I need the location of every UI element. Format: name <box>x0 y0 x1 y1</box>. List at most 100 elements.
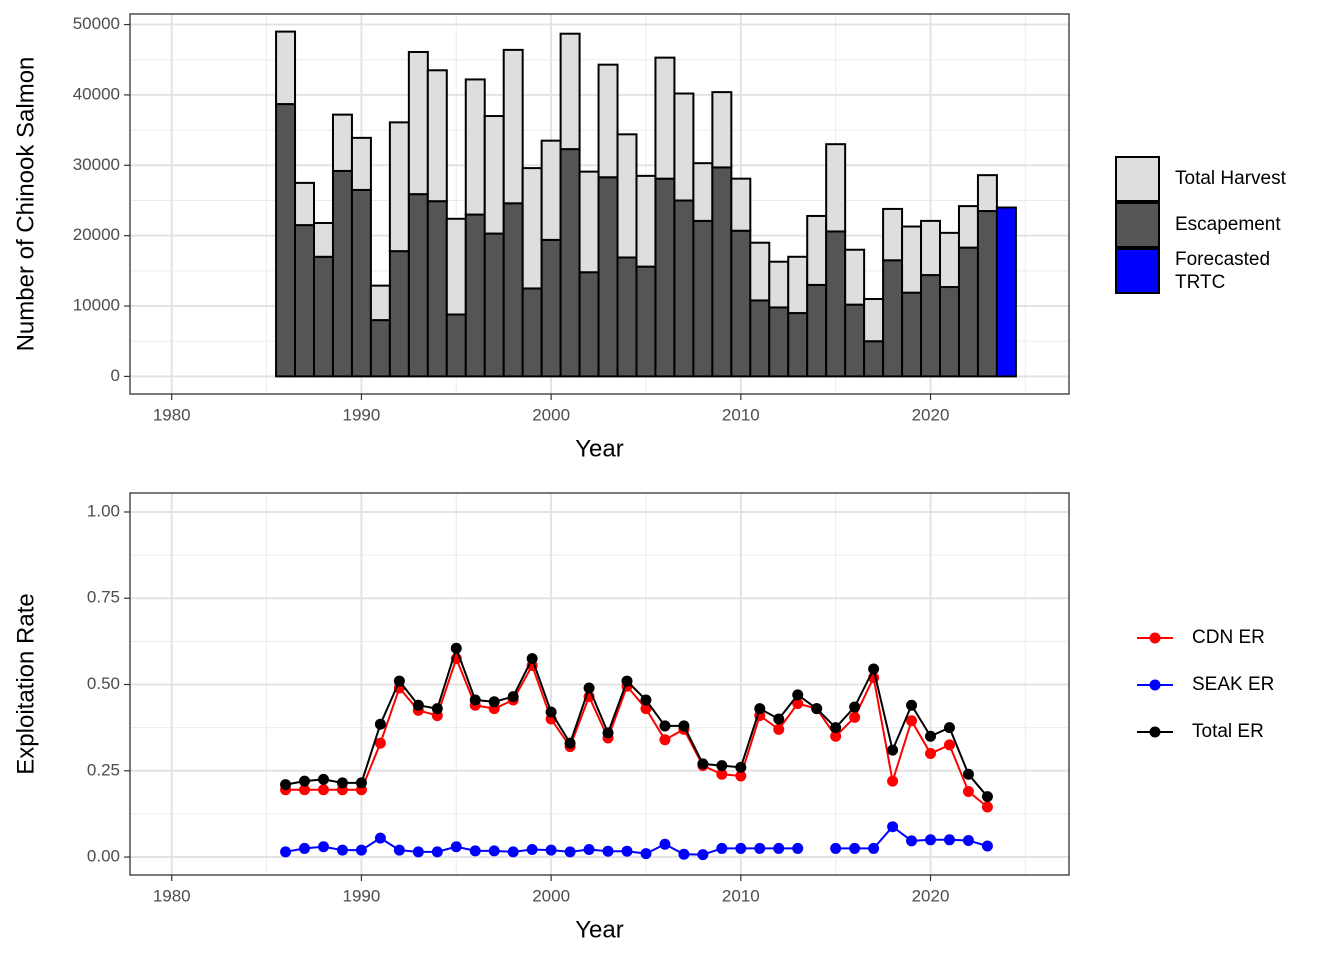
point <box>981 791 993 803</box>
bar <box>882 207 904 262</box>
bar <box>749 299 771 378</box>
bar <box>597 63 619 179</box>
x-tick-label: 1990 <box>343 405 381 424</box>
bar <box>730 177 752 232</box>
point <box>564 737 576 749</box>
legend-key <box>1149 679 1161 691</box>
y-tick-label: 40000 <box>73 84 120 103</box>
bar <box>483 115 505 235</box>
bar <box>901 225 923 294</box>
bar <box>654 177 676 378</box>
bar <box>313 222 334 258</box>
bar <box>711 91 733 169</box>
point <box>374 832 386 844</box>
bar <box>521 287 543 378</box>
bar <box>995 206 1017 378</box>
point <box>925 748 937 760</box>
bar <box>559 32 581 151</box>
point <box>374 718 386 730</box>
legend-label: Total Harvest <box>1175 168 1287 189</box>
bar <box>502 48 524 205</box>
panel-border <box>129 13 1070 395</box>
bar <box>768 306 790 378</box>
point <box>526 653 538 665</box>
x-tick-label: 2020 <box>912 405 950 424</box>
point <box>317 784 329 796</box>
point <box>469 845 481 857</box>
bar <box>597 176 619 378</box>
bar <box>559 148 581 378</box>
legend-key <box>1149 726 1161 738</box>
bar <box>616 133 638 259</box>
bar <box>578 170 600 274</box>
point <box>659 734 671 746</box>
bar <box>844 248 866 306</box>
y-tick-label: 30000 <box>73 155 120 174</box>
x-tick-label: 2000 <box>532 886 570 905</box>
bar <box>957 246 979 378</box>
point <box>355 844 367 856</box>
point <box>280 846 292 858</box>
bar <box>540 139 562 241</box>
point <box>925 834 937 846</box>
point <box>299 775 311 787</box>
point <box>773 713 785 725</box>
bar <box>673 199 695 378</box>
bar <box>635 265 657 378</box>
point <box>716 760 728 772</box>
point <box>962 785 974 797</box>
legend-key <box>1115 156 1160 202</box>
point <box>925 730 937 742</box>
point <box>659 720 671 732</box>
x-tick-label: 1980 <box>153 405 191 424</box>
x-tick-label: 2000 <box>532 405 570 424</box>
bar <box>957 205 979 249</box>
point <box>792 697 804 709</box>
bar <box>616 256 638 378</box>
point <box>735 842 747 854</box>
point <box>773 723 785 735</box>
point <box>640 703 652 715</box>
point <box>374 737 386 749</box>
point <box>906 835 918 847</box>
point <box>659 838 671 850</box>
bar <box>635 174 657 268</box>
legend-label: SEAK ER <box>1192 674 1274 695</box>
point <box>792 842 804 854</box>
bar <box>976 174 998 213</box>
point <box>526 843 538 855</box>
point <box>716 842 728 854</box>
bar <box>825 230 847 378</box>
x-axis-title: Year <box>575 435 624 462</box>
bar <box>464 213 486 378</box>
bar <box>863 298 885 343</box>
point <box>962 834 974 846</box>
point <box>962 768 974 780</box>
bar <box>882 259 904 378</box>
bar <box>749 241 771 302</box>
y-tick-label: 0 <box>111 366 120 385</box>
y-tick-label: 50000 <box>73 14 120 33</box>
point <box>450 841 462 853</box>
bar <box>920 219 942 277</box>
legend-key <box>1115 248 1160 294</box>
point <box>545 706 557 718</box>
panel-border <box>129 492 1070 876</box>
point <box>336 777 348 789</box>
bar <box>350 136 372 191</box>
point <box>697 849 709 861</box>
point <box>981 801 993 813</box>
point <box>393 844 405 856</box>
point <box>943 722 955 734</box>
x-tick-label: 2010 <box>722 405 760 424</box>
point <box>640 848 652 860</box>
bar <box>976 210 998 378</box>
bar <box>806 283 828 378</box>
x-tick-label: 2010 <box>722 886 760 905</box>
point <box>868 663 880 675</box>
point <box>621 675 633 687</box>
point <box>754 842 766 854</box>
bar <box>483 232 505 378</box>
